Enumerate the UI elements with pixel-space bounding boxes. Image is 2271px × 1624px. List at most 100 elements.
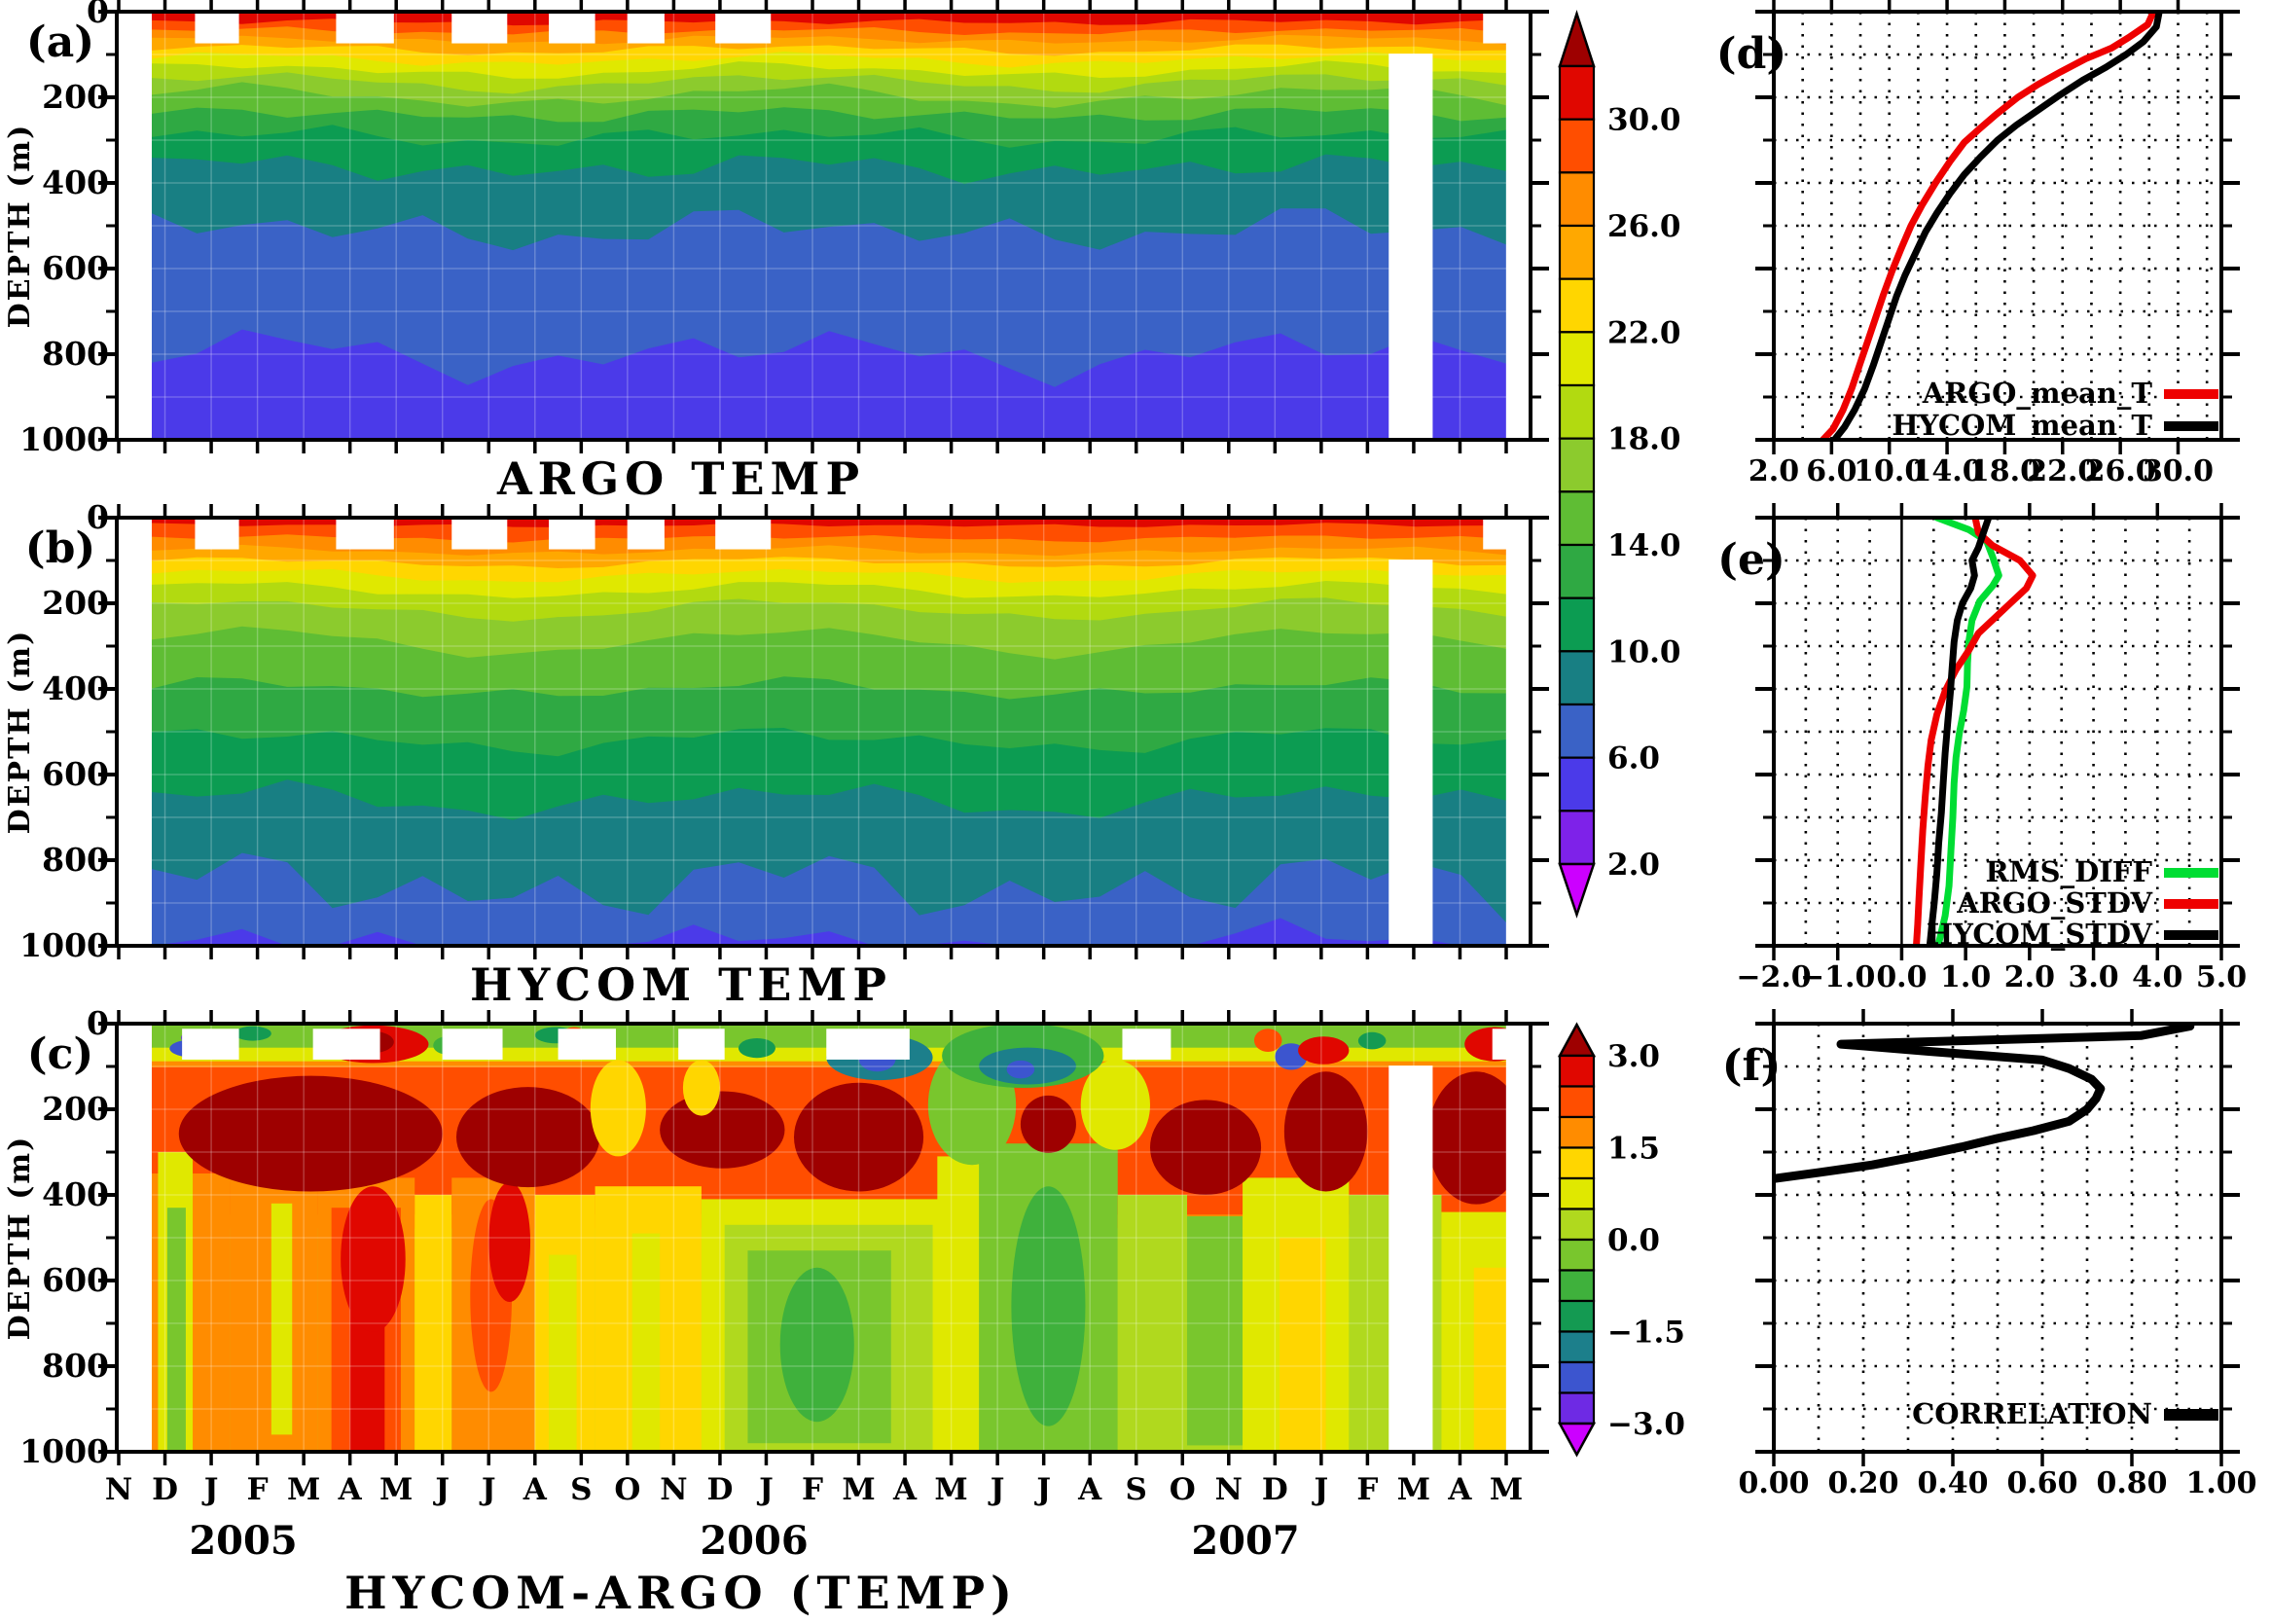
month-label: O bbox=[614, 1472, 640, 1507]
x-tick-label: 0.20 bbox=[1827, 1466, 1898, 1500]
panel-letter: (e) bbox=[1717, 535, 1785, 585]
series-HYCOM_mean_T bbox=[1830, 12, 2163, 440]
colorbar-segment bbox=[1558, 810, 1596, 866]
colorbar-arrow-top bbox=[1558, 9, 1596, 68]
contour-field bbox=[152, 518, 1506, 946]
month-label: D bbox=[1262, 1472, 1288, 1507]
y-axis-label: DEPTH (m) bbox=[3, 630, 37, 835]
month-label: J bbox=[756, 1472, 774, 1507]
missing-data-notch bbox=[1492, 1029, 1506, 1060]
anomaly-blob bbox=[1473, 1267, 1506, 1452]
anomaly-blob bbox=[1117, 1195, 1188, 1452]
x-tick-label: 2.0 bbox=[2004, 960, 2055, 994]
anomaly-blob bbox=[1006, 1060, 1035, 1079]
colorbar-segment bbox=[1558, 1085, 1596, 1119]
panel-title: HYCOM-ARGO (TEMP) bbox=[344, 1567, 1018, 1619]
depth-tick-label: 200 bbox=[42, 1090, 109, 1128]
year-label: 2005 bbox=[189, 1518, 297, 1564]
colorbar-label: 3.0 bbox=[1607, 1039, 1660, 1074]
contour-band bbox=[152, 918, 1506, 946]
legend-label: RMS_DIFF bbox=[1985, 855, 2152, 888]
colorbar-segment bbox=[1558, 1330, 1596, 1364]
panel-letter: (a) bbox=[26, 18, 94, 67]
colorbar-label: 14.0 bbox=[1607, 528, 1681, 563]
colorbar-segment bbox=[1558, 64, 1596, 121]
anomaly-blob bbox=[234, 1026, 271, 1041]
depth-tick-label: 800 bbox=[42, 841, 109, 879]
missing-data-strip bbox=[1388, 559, 1433, 946]
contour-field bbox=[152, 12, 1506, 440]
colorbar-label: −1.5 bbox=[1607, 1316, 1685, 1351]
anomaly-blob bbox=[1149, 1100, 1262, 1196]
month-label: D bbox=[706, 1472, 733, 1507]
missing-data-strip bbox=[1388, 54, 1433, 440]
colorbar-label: 26.0 bbox=[1607, 209, 1681, 244]
legend-label: CORRELATION bbox=[1912, 1397, 2152, 1430]
colorbar-segment bbox=[1558, 1115, 1596, 1149]
missing-data-notch bbox=[195, 518, 239, 550]
anomaly-blob bbox=[1298, 1036, 1350, 1065]
series-ARGO_mean_T bbox=[1820, 12, 2157, 440]
depth-tick-label: 200 bbox=[42, 78, 109, 116]
anomaly-blob bbox=[793, 1082, 924, 1192]
x-tick-label: 4.0 bbox=[2132, 960, 2182, 994]
depth-tick-label: 600 bbox=[42, 755, 109, 793]
colorbar-label: 18.0 bbox=[1607, 422, 1681, 457]
month-label: A bbox=[1077, 1472, 1102, 1507]
month-label: M bbox=[379, 1472, 413, 1507]
month-label: A bbox=[523, 1472, 548, 1507]
missing-data-notch bbox=[558, 1029, 616, 1060]
anomaly-blob bbox=[270, 1203, 293, 1435]
x-tick-label: 6.0 bbox=[1806, 454, 1856, 488]
month-label: J bbox=[479, 1472, 496, 1507]
month-label: M bbox=[934, 1472, 967, 1507]
month-label: A bbox=[1447, 1472, 1472, 1507]
colorbar-segment bbox=[1558, 1238, 1596, 1272]
colorbar-segment bbox=[1558, 277, 1596, 334]
legend-label: HYCOM_STDV bbox=[1927, 918, 2153, 951]
legend-label: HYCOM_mean_T bbox=[1892, 409, 2152, 442]
month-label: N bbox=[660, 1472, 687, 1507]
anomaly-blob bbox=[779, 1267, 854, 1423]
colorbar-arrow-bottom bbox=[1558, 862, 1596, 919]
depth-tick-label: 400 bbox=[42, 163, 109, 201]
month-label: D bbox=[152, 1472, 178, 1507]
anomaly-blob bbox=[682, 1060, 720, 1116]
y-axis-label: DEPTH (m) bbox=[3, 1136, 37, 1341]
x-tick-label: 0.60 bbox=[2006, 1466, 2077, 1500]
x-tick-label: 0.0 bbox=[1876, 960, 1927, 994]
month-label: A bbox=[892, 1472, 918, 1507]
colorbar-label: 30.0 bbox=[1607, 103, 1681, 138]
anomaly-blob bbox=[488, 1181, 531, 1302]
colorbar-segment bbox=[1558, 703, 1596, 759]
missing-data-strip bbox=[1388, 1065, 1433, 1452]
anomaly-blob bbox=[590, 1060, 646, 1157]
anomaly-blob bbox=[178, 1075, 443, 1192]
anomaly-blob bbox=[1011, 1186, 1086, 1426]
colorbar-arrow-bottom bbox=[1557, 1422, 1597, 1458]
month-label: A bbox=[338, 1472, 363, 1507]
depth-tick-label: 1000 bbox=[19, 926, 109, 964]
colorbar-segment bbox=[1558, 1208, 1596, 1242]
depth-tick-label: 1000 bbox=[19, 420, 109, 458]
panel-letter: (b) bbox=[25, 523, 95, 573]
month-label: J bbox=[1033, 1472, 1051, 1507]
colorbar-segment bbox=[1558, 1360, 1596, 1394]
depth-tick-label: 600 bbox=[42, 249, 109, 287]
colorbar-label: 10.0 bbox=[1607, 634, 1681, 669]
colorbar-segment bbox=[1558, 1269, 1596, 1303]
panel-a: 0 200 400 600 800 1000 (a) ARGO TEMP DEPTH (m) bbox=[3, 0, 1549, 505]
x-tick-label: 0.80 bbox=[2096, 1466, 2167, 1500]
missing-data-notch bbox=[715, 518, 772, 550]
panel-title: HYCOM TEMP bbox=[470, 958, 892, 1011]
depth-tick-label: 800 bbox=[42, 335, 109, 373]
colorbar-segment bbox=[1558, 171, 1596, 228]
month-label: M bbox=[287, 1472, 320, 1507]
missing-data-notch bbox=[1122, 1029, 1172, 1060]
colorbar-segment bbox=[1558, 437, 1596, 493]
anomaly-blob bbox=[1080, 1060, 1150, 1150]
depth-tick-label: 0 bbox=[87, 1004, 109, 1042]
panel-f: 0.00 0.20 0.40 0.60 0.80 1.00 CORRELATION (f) bbox=[1722, 1009, 2257, 1500]
